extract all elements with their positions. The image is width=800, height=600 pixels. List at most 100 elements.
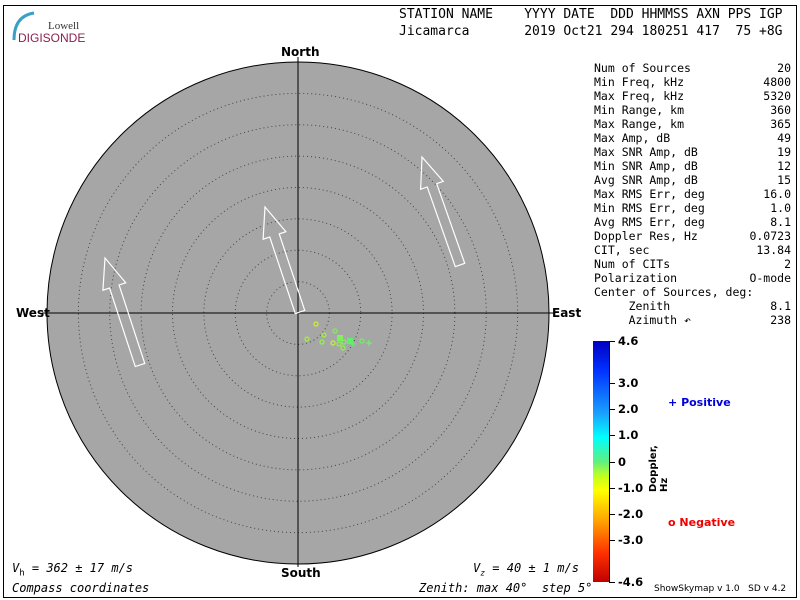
- stat-label: Max Range, km: [594, 117, 685, 131]
- vz-value: = 40 ± 1 m/s: [485, 561, 579, 575]
- stat-label: Avg SNR Amp, dB: [594, 173, 698, 187]
- zenith-scale: Zenith: max 40° step 5°: [419, 581, 593, 595]
- stat-label: Num of CITs: [594, 257, 671, 271]
- stat-value: 0.0723: [749, 229, 791, 243]
- colorbar: [593, 341, 610, 582]
- velocity-arrow: [102, 256, 146, 368]
- colorbar-tick: 1.0: [618, 428, 639, 443]
- version-info: ShowSkymap v 1.0 SD v 4.2: [654, 584, 787, 594]
- stat-value: 12: [777, 159, 791, 173]
- stat-value: 19: [777, 145, 791, 159]
- coordinate-system: Compass coordinates: [12, 581, 150, 595]
- stat-label: Avg RMS Err, deg: [594, 215, 705, 229]
- legend-negative-label: Negative: [679, 516, 736, 529]
- stat-value: 5320: [763, 89, 791, 103]
- stat-value: 238: [770, 313, 791, 327]
- stat-row: Zenith 8.1: [594, 299, 791, 313]
- legend-negative: o Negative: [668, 516, 735, 529]
- stat-value: 13.84: [756, 243, 791, 257]
- stat-row: Num of CITs 2: [594, 257, 791, 271]
- source-marker: [347, 338, 353, 344]
- stat-label: Num of Sources: [594, 61, 691, 75]
- source-negative: [304, 336, 310, 342]
- source-negative: [319, 339, 325, 345]
- colorbar-tick-mark: [609, 513, 615, 515]
- vh-symbol: V: [12, 561, 20, 575]
- stat-value: O-mode: [749, 271, 791, 285]
- header-values: Jicamarca 2019 Oct21 294 180251 417 75 +…: [399, 24, 783, 39]
- stat-label: Min SNR Amp, dB: [594, 159, 698, 173]
- stat-label: Center of Sources, deg:: [594, 285, 754, 299]
- source-negative: [340, 345, 346, 351]
- stat-label: Doppler Res, Hz: [594, 229, 698, 243]
- compass-north: North: [281, 45, 320, 59]
- colorbar-tick: 4.6: [618, 334, 639, 348]
- stat-label: Min Freq, kHz: [594, 75, 685, 89]
- colorbar-label: Doppler, Hz: [648, 445, 670, 492]
- stat-row: Max Range, km 365: [594, 117, 791, 131]
- vh-value: = 362 ± 17 m/s: [24, 561, 134, 575]
- source-positive: [366, 340, 372, 346]
- colorbar-tick-mark: [609, 341, 615, 342]
- colorbar-tick: 3.0: [618, 375, 639, 390]
- source-negative: [332, 328, 338, 334]
- colorbar-tick-mark: [609, 382, 615, 384]
- stat-value: 365: [770, 117, 791, 131]
- stat-label: Min RMS Err, deg: [594, 201, 705, 215]
- colorbar-tick-mark: [609, 540, 615, 542]
- stat-label: Max SNR Amp, dB: [594, 145, 698, 159]
- header-labels: STATION NAME YYYY DATE DDD HHMMSS AXN PP…: [399, 7, 783, 22]
- stat-row: Doppler Res, Hz 0.0723: [594, 229, 791, 243]
- colorbar-tick-mark: [609, 409, 615, 411]
- stat-value: 1.0: [770, 201, 791, 215]
- stat-value: 20: [777, 61, 791, 75]
- source-negative: [321, 332, 327, 338]
- vz-subscript: z: [480, 568, 486, 578]
- vh-subscript: h: [19, 568, 25, 579]
- stat-value: 15: [777, 173, 791, 187]
- source-marker: [337, 335, 343, 341]
- colorbar-tick: 0: [618, 454, 627, 469]
- stat-value: 8.1: [770, 215, 791, 229]
- logo-digisonde: DIGISONDE: [18, 31, 86, 45]
- stat-value: 4800: [763, 75, 791, 89]
- source-negative: [341, 339, 347, 345]
- stat-row: Center of Sources, deg:: [594, 285, 791, 299]
- vz-symbol: V: [473, 561, 481, 575]
- stat-label: Min Range, km: [594, 103, 685, 117]
- stat-row: Max SNR Amp, dB 19: [594, 145, 791, 159]
- colorbar-tick-mark: [609, 582, 615, 583]
- stat-row: Azimuth ↶ 238: [594, 313, 791, 327]
- stat-row: Polarization O-mode: [594, 271, 791, 285]
- circle-icon: o: [668, 516, 676, 529]
- vertical-velocity: Vz = 40 ± 1 m/s: [473, 561, 579, 577]
- colorbar-tick: -2.0: [618, 506, 644, 521]
- colorbar-tick: 2.0: [618, 402, 639, 417]
- stat-value: 360: [770, 103, 791, 117]
- legend-positive-label: Positive: [681, 396, 731, 409]
- stat-row: Avg SNR Amp, dB 15: [594, 173, 791, 187]
- stat-row: Min SNR Amp, dB 12: [594, 159, 791, 173]
- stat-label: CIT, sec: [594, 243, 650, 257]
- stat-row: Max Freq, kHz 5320: [594, 89, 791, 103]
- stat-label: Azimuth ↶: [594, 313, 691, 327]
- source-negative: [359, 338, 365, 344]
- digisonde-logo: Lowell DIGISONDE: [8, 10, 88, 46]
- stat-label: Max RMS Err, deg: [594, 187, 705, 201]
- stat-label: Max Amp, dB: [594, 131, 671, 145]
- source-negative: [336, 341, 342, 347]
- stat-row: CIT, sec 13.84: [594, 243, 791, 257]
- stat-row: Min Range, km 360: [594, 103, 791, 117]
- colorbar-tick: -4.6: [618, 575, 644, 589]
- compass-west: West: [16, 306, 50, 320]
- stat-row: Max RMS Err, deg 16.0: [594, 187, 791, 201]
- stat-label: Zenith: [594, 299, 671, 313]
- stat-row: Max Amp, dB 49: [594, 131, 791, 145]
- compass-east: East: [552, 306, 582, 320]
- stat-value: 2: [784, 257, 791, 271]
- velocity-arrow: [262, 205, 306, 315]
- source-negative: [330, 340, 336, 346]
- stat-value: 16.0: [763, 187, 791, 201]
